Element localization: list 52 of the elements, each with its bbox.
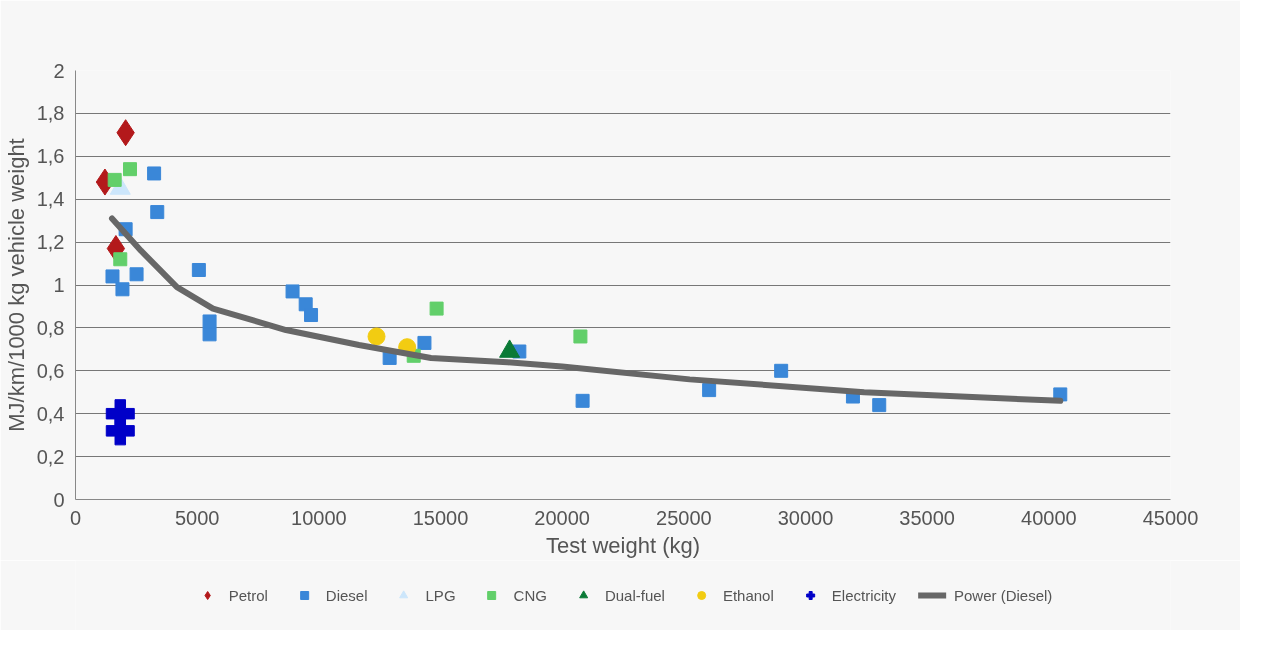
y-tick-label: 2 — [53, 59, 65, 82]
point — [129, 267, 144, 282]
x-tick-label: 30000 — [777, 506, 834, 529]
x-tick-label: 45000 — [1142, 506, 1199, 529]
point — [304, 308, 319, 323]
point — [573, 329, 588, 344]
point — [774, 363, 789, 378]
point — [113, 252, 128, 267]
legend-label: Ethanol — [722, 586, 774, 604]
y-tick-label: 1,6 — [36, 145, 65, 168]
x-tick-label: 5000 — [174, 506, 220, 529]
y-tick-label: 1,2 — [36, 231, 65, 254]
legend-label: CNG — [513, 586, 547, 604]
point — [872, 398, 887, 413]
y-tick-label: 0,2 — [36, 445, 65, 468]
point — [202, 314, 217, 329]
y-tick-label: 1,8 — [36, 102, 65, 125]
x-tick-label: 10000 — [291, 506, 347, 529]
point — [417, 335, 432, 350]
legend-label: Electricity — [831, 586, 896, 604]
point — [105, 416, 135, 446]
legend-label: Petrol — [228, 586, 268, 604]
x-tick-label: 15000 — [412, 506, 469, 529]
point — [105, 269, 120, 284]
legend-label: Dual-fuel — [604, 586, 665, 604]
point — [147, 166, 162, 181]
point — [367, 327, 386, 346]
point — [150, 205, 165, 220]
y-tick-label: 0,4 — [36, 402, 65, 425]
legend-label: Diesel — [325, 586, 368, 604]
y-tick-label: 1,4 — [36, 188, 65, 211]
y-tick-label: 0,8 — [36, 316, 65, 339]
x-axis-title: Test weight (kg) — [545, 532, 701, 558]
point — [202, 327, 217, 342]
x-tick-label: 35000 — [899, 506, 955, 529]
y-tick-label: 1 — [53, 274, 65, 296]
point — [285, 284, 300, 299]
x-tick-label: 25000 — [656, 506, 712, 529]
point — [429, 301, 444, 316]
point — [123, 162, 138, 177]
legend-label: Power (Diesel) — [953, 586, 1053, 604]
legend-label: LPG — [425, 586, 456, 604]
point — [115, 282, 130, 297]
x-tick-label: 20000 — [534, 506, 590, 529]
y-tick-label: 0,6 — [36, 359, 65, 382]
y-tick-label: 0 — [53, 488, 65, 511]
point — [191, 262, 206, 277]
point — [702, 383, 717, 398]
point — [575, 393, 590, 408]
y-axis-title: MJ/km/1000 kg vehicle weight — [3, 138, 29, 432]
x-tick-label: 40000 — [1021, 506, 1077, 529]
x-tick-label: 0 — [69, 506, 82, 529]
